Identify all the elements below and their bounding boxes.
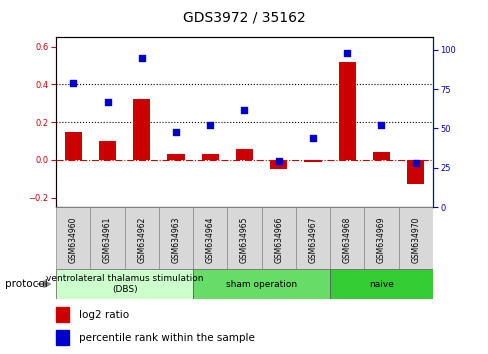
Text: GSM634961: GSM634961 <box>103 216 112 263</box>
Bar <box>201 154 218 160</box>
Bar <box>398 207 432 269</box>
Point <box>411 160 419 166</box>
Bar <box>338 62 355 160</box>
Text: GSM634968: GSM634968 <box>342 216 351 263</box>
Text: GSM634965: GSM634965 <box>240 216 248 263</box>
Bar <box>227 207 261 269</box>
Bar <box>295 207 329 269</box>
Text: naive: naive <box>368 280 393 289</box>
Bar <box>364 207 398 269</box>
Bar <box>90 207 124 269</box>
Bar <box>372 152 389 160</box>
Point <box>308 135 316 141</box>
Point <box>138 55 145 61</box>
Bar <box>133 99 150 160</box>
Text: GSM634966: GSM634966 <box>274 216 283 263</box>
Text: GSM634962: GSM634962 <box>137 216 146 263</box>
Text: GSM634960: GSM634960 <box>69 216 78 263</box>
Bar <box>329 207 364 269</box>
Text: GSM634964: GSM634964 <box>205 216 214 263</box>
Bar <box>56 307 69 322</box>
Text: GSM634963: GSM634963 <box>171 216 180 263</box>
Bar <box>261 207 295 269</box>
Point <box>206 122 214 128</box>
Bar <box>193 207 227 269</box>
Text: GSM634967: GSM634967 <box>308 216 317 263</box>
Bar <box>56 207 90 269</box>
Bar <box>304 160 321 162</box>
Text: GSM634969: GSM634969 <box>376 216 385 263</box>
Bar <box>406 160 423 184</box>
Bar <box>193 269 329 299</box>
Bar <box>167 154 184 160</box>
Bar <box>56 269 193 299</box>
Text: GSM634970: GSM634970 <box>410 216 419 263</box>
Text: log2 ratio: log2 ratio <box>79 310 129 320</box>
Point <box>172 129 180 135</box>
Bar <box>269 160 286 169</box>
Text: protocol: protocol <box>5 279 47 289</box>
Text: GDS3972 / 35162: GDS3972 / 35162 <box>183 11 305 25</box>
Point <box>274 159 282 164</box>
Text: sham operation: sham operation <box>225 280 297 289</box>
Bar <box>329 269 432 299</box>
Point <box>343 50 350 56</box>
Bar <box>99 141 116 160</box>
Bar <box>56 330 69 345</box>
Bar <box>64 132 81 160</box>
Bar <box>159 207 193 269</box>
Point <box>103 99 111 104</box>
Bar <box>235 149 253 160</box>
Point <box>377 122 385 128</box>
Text: percentile rank within the sample: percentile rank within the sample <box>79 333 254 343</box>
Point <box>69 80 77 86</box>
Bar <box>124 207 159 269</box>
Point <box>240 107 248 112</box>
Text: ventrolateral thalamus stimulation
(DBS): ventrolateral thalamus stimulation (DBS) <box>46 274 203 294</box>
